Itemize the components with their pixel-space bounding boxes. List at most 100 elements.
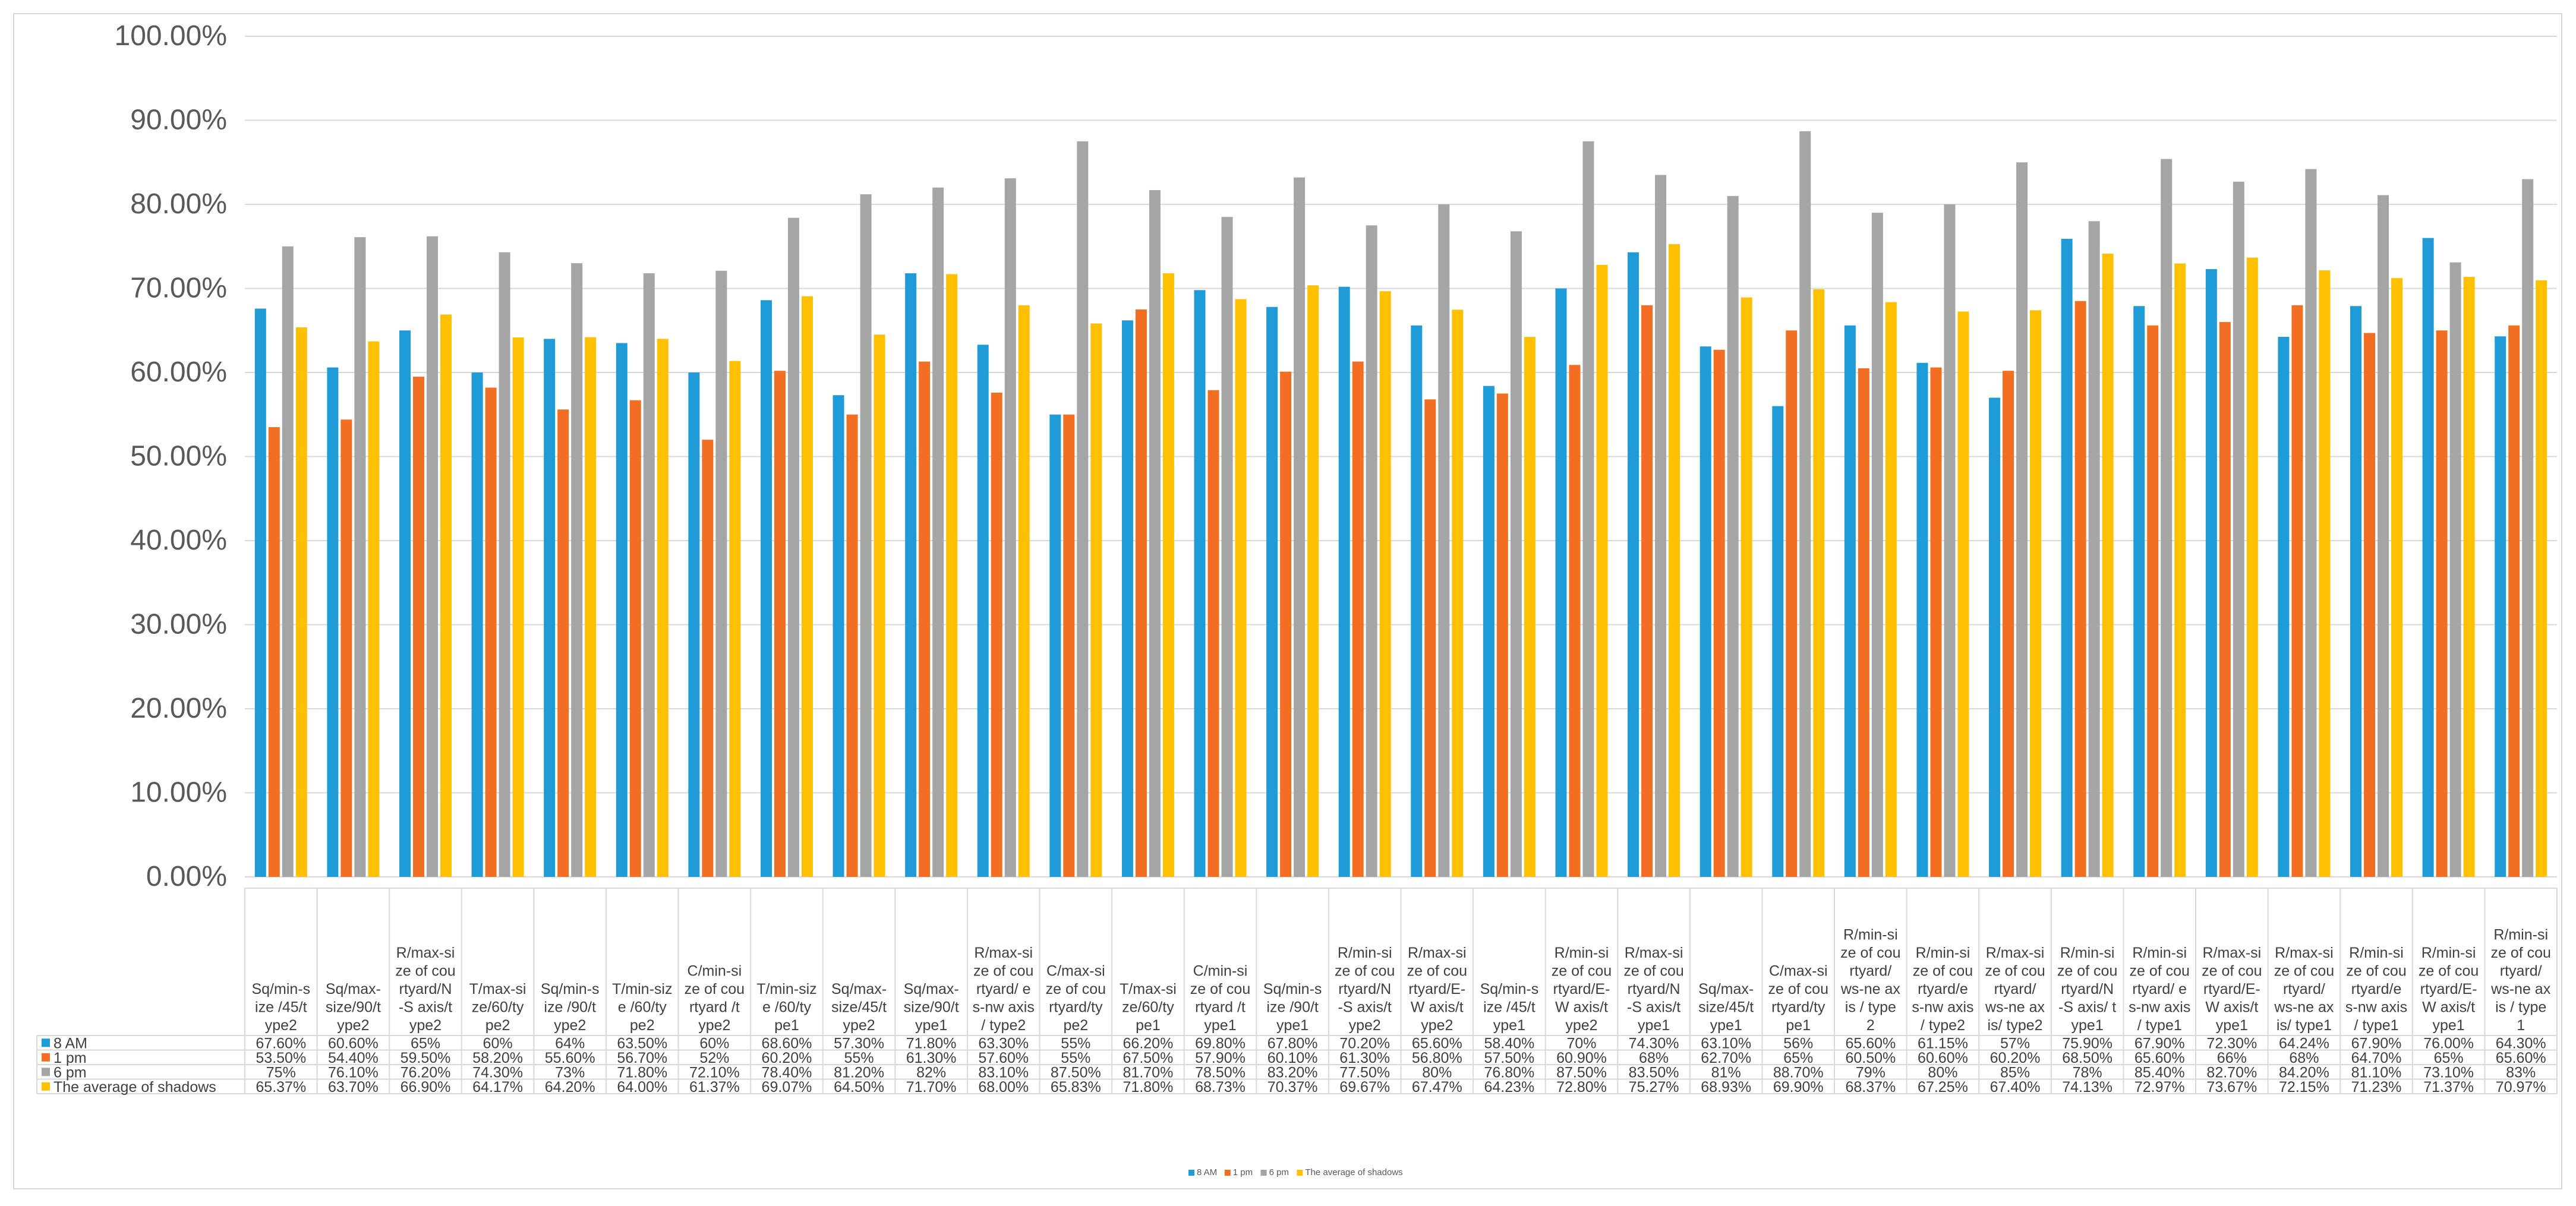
bar-0 xyxy=(1266,307,1278,877)
bar-0 xyxy=(254,308,266,877)
data-label: 52% xyxy=(699,1050,729,1066)
data-label: 79% xyxy=(1856,1064,1886,1081)
data-label: 75.90% xyxy=(2062,1035,2112,1052)
category-label: Sq/min-s ize /90/t ype2 xyxy=(541,981,600,1034)
data-label: 54.40% xyxy=(328,1050,379,1066)
data-label: 68.37% xyxy=(1845,1079,1896,1095)
category-label: R/min-si ze of cou rtyard/ws-ne ax is / typ… xyxy=(1840,927,1901,1034)
bar-1 xyxy=(2364,333,2376,877)
bar-3 xyxy=(585,337,597,877)
y-tick-label: 100.00% xyxy=(115,20,228,52)
bar-3 xyxy=(2391,278,2403,877)
data-label: 71.37% xyxy=(2423,1079,2474,1095)
data-label: 71.80% xyxy=(1123,1079,1174,1095)
bar-2 xyxy=(282,246,294,877)
data-label: 60.20% xyxy=(1990,1050,2041,1066)
data-label: 64% xyxy=(555,1035,585,1052)
data-label: 68.00% xyxy=(978,1079,1029,1095)
category-label: C/max-si ze of cou rtyard/ty pe1 xyxy=(1768,963,1828,1034)
data-label: 84.20% xyxy=(2279,1064,2329,1081)
data-label: 67.90% xyxy=(2134,1035,2185,1052)
data-label: 53.50% xyxy=(256,1050,306,1066)
bar-0 xyxy=(760,300,772,877)
bar-2 xyxy=(426,236,438,877)
data-label: 65% xyxy=(411,1035,440,1052)
data-label: 58.40% xyxy=(1484,1035,1534,1052)
y-tick-label: 70.00% xyxy=(130,273,227,304)
data-label: 57.90% xyxy=(1195,1050,1246,1066)
bar-2 xyxy=(1510,231,1522,877)
data-label: 87.50% xyxy=(1051,1064,1101,1081)
bar-3 xyxy=(295,327,307,877)
data-label: 78.40% xyxy=(762,1064,812,1081)
data-label: 87.50% xyxy=(1556,1064,1607,1081)
bar-3 xyxy=(874,334,885,877)
bar-3 xyxy=(1741,297,1752,877)
data-label: 57.50% xyxy=(1484,1050,1534,1066)
series-name: 1 pm xyxy=(53,1050,87,1066)
series-name: The average of shadows xyxy=(53,1079,216,1095)
data-label: 60% xyxy=(699,1035,729,1052)
legend-key xyxy=(42,1053,50,1062)
bar-2 xyxy=(571,263,583,877)
bar-1 xyxy=(702,440,714,877)
category-label: R/max-si ze of cou rtyard/ws-ne ax is/ type… xyxy=(1985,945,2045,1034)
bar-2 xyxy=(2233,181,2244,877)
data-label: 77.50% xyxy=(1339,1064,1390,1081)
bar-1 xyxy=(1786,330,1798,877)
data-label: 74.30% xyxy=(472,1064,523,1081)
data-label: 85.40% xyxy=(2134,1064,2185,1081)
category-label: C/min-si ze of cou rtyard /t ype1 xyxy=(1190,963,1250,1034)
bar-0 xyxy=(2422,238,2434,877)
bar-2 xyxy=(1944,204,1956,877)
bar-1 xyxy=(2147,325,2159,877)
data-label: 73.10% xyxy=(2423,1064,2474,1081)
data-label: 73% xyxy=(555,1064,585,1081)
data-label: 63.30% xyxy=(978,1035,1029,1052)
y-tick-label: 90.00% xyxy=(130,105,227,136)
data-label: 73.67% xyxy=(2206,1079,2257,1095)
data-label: 74.30% xyxy=(1629,1035,1679,1052)
data-label: 72.30% xyxy=(2206,1035,2257,1052)
data-label: 68.73% xyxy=(1195,1079,1246,1095)
bar-0 xyxy=(1989,397,2001,877)
data-label: 74.13% xyxy=(2062,1079,2112,1095)
data-label: 81.10% xyxy=(2351,1064,2402,1081)
bar-1 xyxy=(340,419,352,877)
bar-1 xyxy=(1569,365,1581,877)
bar-2 xyxy=(2016,162,2028,877)
data-label: 65% xyxy=(2434,1050,2464,1066)
data-label: 83% xyxy=(2506,1064,2536,1081)
bar-3 xyxy=(440,314,452,877)
category-label: Sq/max-size/90/t ype2 xyxy=(326,981,381,1034)
data-label: 55.60% xyxy=(545,1050,595,1066)
data-label: 57.30% xyxy=(834,1035,884,1052)
bar-0 xyxy=(399,330,411,877)
data-label: 71.80% xyxy=(617,1064,667,1081)
bar-2 xyxy=(1149,190,1161,877)
bar-0 xyxy=(2061,239,2073,877)
category-label: Sq/max-size/45/t ype2 xyxy=(831,981,887,1034)
bar-0 xyxy=(1194,290,1206,877)
bar-1 xyxy=(2436,330,2448,877)
bar-3 xyxy=(2174,263,2186,877)
bar-0 xyxy=(1483,386,1494,877)
data-label: 58.20% xyxy=(472,1050,523,1066)
bar-2 xyxy=(1871,213,1883,877)
bar-1 xyxy=(1424,399,1436,877)
data-label: 67.50% xyxy=(1123,1050,1174,1066)
bar-2 xyxy=(1799,131,1811,877)
bar-2 xyxy=(860,194,872,877)
bar-1 xyxy=(557,409,569,877)
data-label: 67.25% xyxy=(1918,1079,1968,1095)
bar-3 xyxy=(2246,257,2258,877)
data-label: 78% xyxy=(2073,1064,2102,1081)
data-label: 63.10% xyxy=(1701,1035,1751,1052)
data-label: 65.83% xyxy=(1051,1079,1101,1095)
data-label: 81% xyxy=(1711,1064,1741,1081)
data-label: 67.90% xyxy=(2351,1035,2402,1052)
bar-3 xyxy=(2463,277,2475,877)
data-label: 64.70% xyxy=(2351,1050,2402,1066)
bar-1 xyxy=(919,361,931,877)
bar-1 xyxy=(485,387,497,877)
